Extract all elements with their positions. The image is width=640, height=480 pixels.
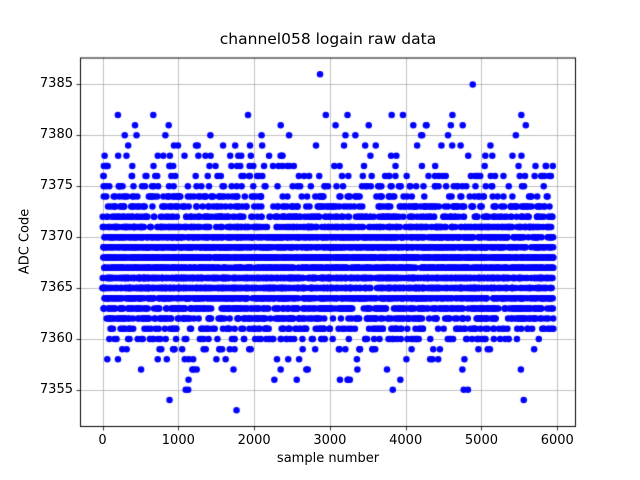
y-tick-label: 7375	[39, 178, 73, 194]
x-axis-label: sample number	[276, 451, 380, 466]
x-tick-label: 0	[98, 432, 107, 448]
x-tick-label: 3000	[313, 432, 347, 448]
x-tick-label: 2000	[237, 432, 271, 448]
x-tick-label: 1000	[161, 432, 195, 448]
chart-title: channel058 logain raw data	[219, 30, 437, 48]
x-tick-label: 4000	[389, 432, 423, 448]
x-tick-label: 6000	[540, 432, 574, 448]
y-tick-label: 7385	[39, 76, 73, 92]
y-tick-label: 7355	[39, 381, 73, 397]
y-tick-label: 7360	[39, 330, 73, 346]
y-tick-label: 7370	[39, 229, 73, 245]
x-tick-label: 5000	[464, 432, 498, 448]
y-tick-label: 7365	[39, 280, 73, 296]
y-tick-label: 7380	[39, 127, 73, 143]
